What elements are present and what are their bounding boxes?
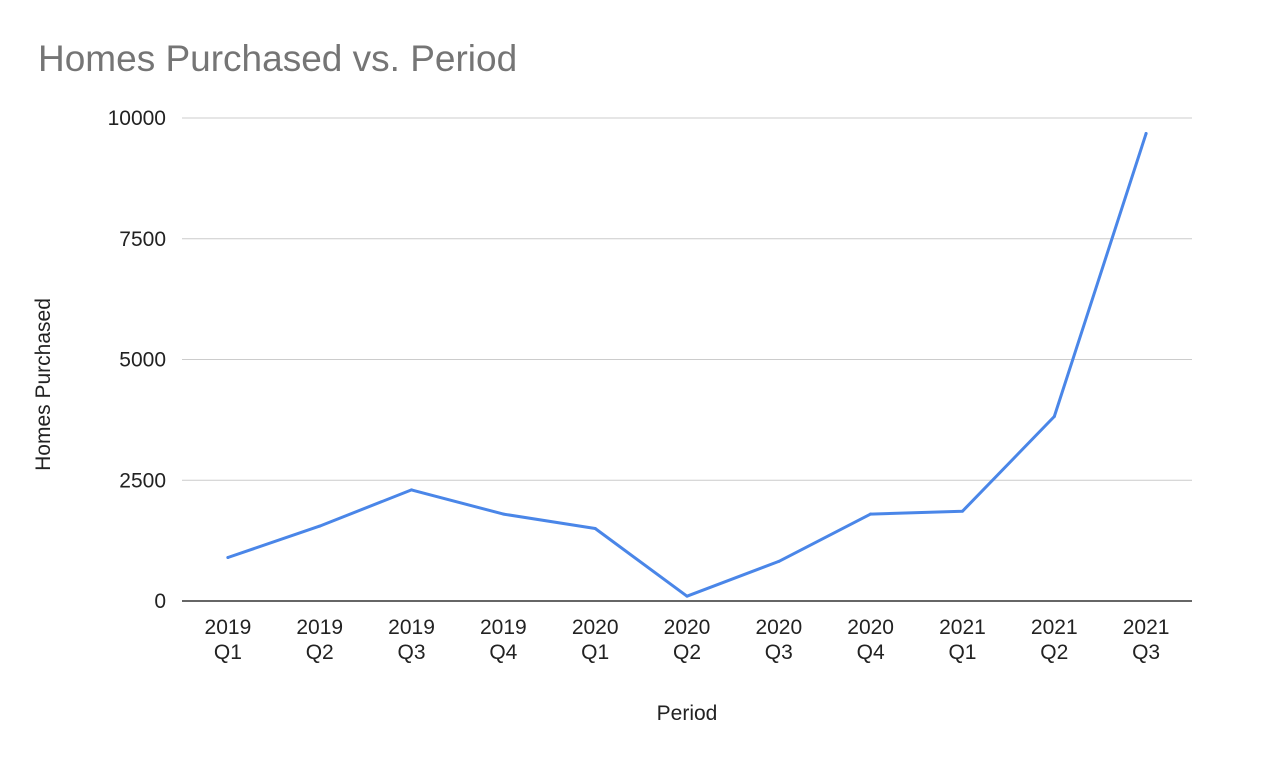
y-tick-label: 2500 xyxy=(119,469,166,492)
series-line xyxy=(226,132,1148,598)
x-tick-label: 2019 Q4 xyxy=(480,616,527,664)
y-tick-label: 0 xyxy=(154,590,166,613)
y-axis-tick-labels: 0 2500 5000 7500 10000 xyxy=(108,107,166,613)
data-point xyxy=(226,556,230,560)
data-point xyxy=(869,512,873,516)
x-tick-label: 2020 Q3 xyxy=(755,616,802,664)
data-point xyxy=(1144,131,1148,135)
data-point xyxy=(685,594,689,598)
data-point xyxy=(410,488,414,492)
x-axis-tick-labels: 2019 Q1 2019 Q2 2019 Q3 2019 Q4 2020 Q1 2020 Q2 2020… xyxy=(205,616,1170,664)
x-tick-label: 2020 Q4 xyxy=(847,616,894,664)
y-tick-label: 5000 xyxy=(119,349,166,372)
data-point xyxy=(593,527,597,531)
x-axis-label: Period xyxy=(657,702,718,725)
data-point xyxy=(960,509,964,513)
x-tick-label: 2020 Q1 xyxy=(572,616,619,664)
y-tick-label: 7500 xyxy=(119,228,166,251)
x-tick-label: 2019 Q2 xyxy=(296,616,343,664)
data-point xyxy=(501,512,505,516)
x-tick-label: 2019 Q3 xyxy=(388,616,435,664)
gridlines xyxy=(182,117,1192,481)
x-tick-label: 2019 Q1 xyxy=(205,616,252,664)
x-tick-label: 2020 Q2 xyxy=(664,616,711,664)
y-axis-label: Homes Purchased xyxy=(32,298,55,471)
chart-title: Homes Purchased vs. Period xyxy=(38,38,518,79)
x-tick-label: 2021 Q1 xyxy=(939,616,986,664)
x-tick-label: 2021 Q3 xyxy=(1123,616,1170,664)
data-point xyxy=(777,559,781,563)
x-tick-label: 2021 Q2 xyxy=(1031,616,1078,664)
y-tick-label: 10000 xyxy=(108,107,166,130)
series-group xyxy=(226,131,1148,598)
data-point xyxy=(318,524,322,528)
data-point xyxy=(1052,414,1056,418)
